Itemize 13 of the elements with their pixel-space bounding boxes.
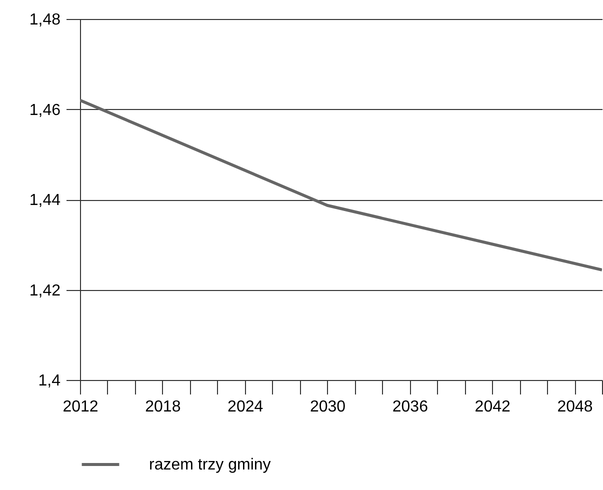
x-tick-label: 2036 [392,398,428,416]
y-tick-label: 1,42 [29,282,61,300]
x-tick-label: 2042 [474,398,511,416]
x-tick-label: 2012 [62,398,98,416]
y-tick-label: 1,4 [38,372,61,390]
y-tick-label: 1,46 [29,102,61,119]
x-tick-label: 2048 [557,398,593,416]
x-tick-label: 2018 [145,398,181,416]
y-tick-label: 1,48 [29,12,61,28]
legend-label: razem trzy gminy [149,456,271,474]
x-tick-label: 2024 [228,398,264,416]
y-tick-label: 1,44 [29,192,61,209]
x-tick-label: 2030 [310,398,346,416]
